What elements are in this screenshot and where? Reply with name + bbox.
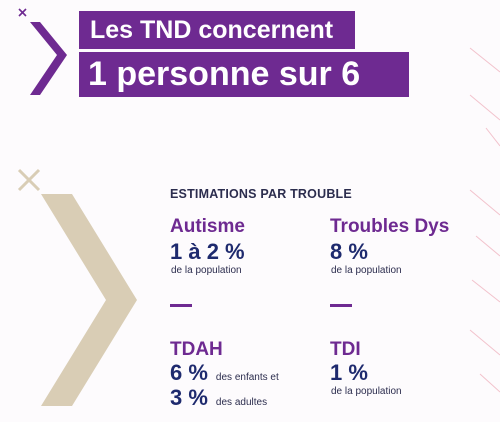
close-x-icon [18, 8, 27, 17]
note-dys: de la population [331, 265, 402, 276]
trouble-name-autisme: Autisme [170, 216, 245, 237]
note-tdi: de la population [331, 386, 402, 397]
trouble-name-dys: Troubles Dys [330, 216, 450, 237]
separator-dash-left [170, 304, 192, 307]
value-tdah-children: 6 % [170, 360, 208, 385]
value-tdi: 1 % [330, 360, 368, 385]
note-tdah-children: des enfants et [215, 372, 279, 383]
beige-x-icon [17, 168, 41, 192]
beige-chevron-icon [41, 194, 137, 406]
title-line-1: Les TND concernent [79, 11, 355, 49]
note-autisme: de la population [171, 265, 242, 276]
note-tdah-adults: des adultes [215, 397, 268, 408]
value-dys: 8 % [330, 239, 368, 264]
separator-dash-right [330, 304, 352, 307]
trouble-name-tdah: TDAH [170, 339, 223, 360]
value-tdah-adults: 3 % [170, 385, 208, 410]
chevron-right-icon [30, 22, 67, 95]
value-autisme: 1 à 2 % [170, 239, 245, 264]
title-line-2: 1 personne sur 6 [79, 52, 409, 97]
tdah-children-row: 6 % des enfants et [170, 361, 279, 385]
tdah-adults-row: 3 % des adultes [170, 386, 267, 410]
section-heading: ESTIMATIONS PAR TROUBLE [170, 187, 352, 201]
trouble-name-tdi: TDI [330, 339, 361, 360]
pink-line-pattern [469, 47, 500, 393]
